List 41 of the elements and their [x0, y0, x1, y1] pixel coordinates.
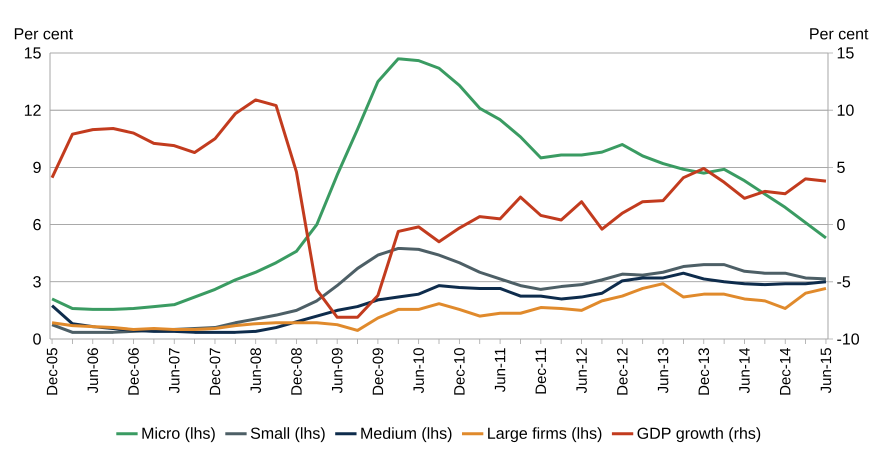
x-tick-label: Dec-11 — [536, 348, 546, 394]
x-tick-label: Jun-10 — [413, 348, 424, 394]
y2-tick-label: 0 — [837, 218, 845, 230]
legend-label: Small (lhs) — [250, 427, 325, 442]
x-tick-label: Dec-08 — [291, 348, 302, 395]
line-series — [50, 57, 828, 311]
y2-tick-label: 5 — [837, 162, 845, 173]
x-tick-label: Dec-10 — [454, 348, 465, 395]
x-tick-label: Jun-11 — [494, 348, 506, 392]
y2-axis-title: Per cent — [810, 28, 868, 40]
legend-label: GDP growth (rhs) — [638, 427, 760, 442]
legend-label: Large firms (lhs) — [488, 427, 602, 442]
line-series — [50, 98, 828, 319]
y2-tick-label: -5 — [837, 276, 850, 288]
y-axis-title: Per cent — [14, 28, 73, 40]
y-tick-label: 6 — [33, 218, 41, 230]
x-tick-label: Jun-14 — [739, 348, 750, 394]
x-tick-label: Jun-08 — [250, 348, 262, 394]
legend-label: Medium (lhs) — [361, 427, 452, 442]
x-tick-label: Jun-15 — [820, 348, 832, 394]
y-tick-label: 3 — [33, 276, 41, 288]
y2-tick-label: 10 — [838, 104, 854, 116]
x-tick-label: Dec-12 — [616, 348, 628, 395]
y2-tick-label: 15 — [838, 47, 854, 59]
y-tick-label: 15 — [24, 47, 41, 59]
x-tick-label: Dec-05 — [46, 348, 58, 395]
legend-label: Micro (lhs) — [142, 427, 215, 442]
x-tick-label: Dec-06 — [128, 348, 139, 395]
y-tick-label: 0 — [33, 333, 41, 345]
x-tick-label: Dec-14 — [780, 348, 790, 395]
y-tick-label: 9 — [33, 162, 41, 174]
x-tick-label: Dec-07 — [210, 348, 220, 395]
x-tick-label: Dec-13 — [698, 348, 710, 395]
y2-tick-label: -10 — [837, 333, 860, 345]
x-tick-label: Dec-09 — [372, 348, 384, 395]
x-tick-label: Jun-07 — [168, 348, 180, 394]
x-tick-label: Jun-09 — [332, 348, 342, 394]
x-tick-label: Jun-13 — [658, 348, 668, 394]
x-tick-label: Jun-12 — [576, 348, 587, 394]
y-tick-label: 12 — [24, 104, 41, 116]
x-tick-label: Jun-06 — [87, 348, 98, 394]
